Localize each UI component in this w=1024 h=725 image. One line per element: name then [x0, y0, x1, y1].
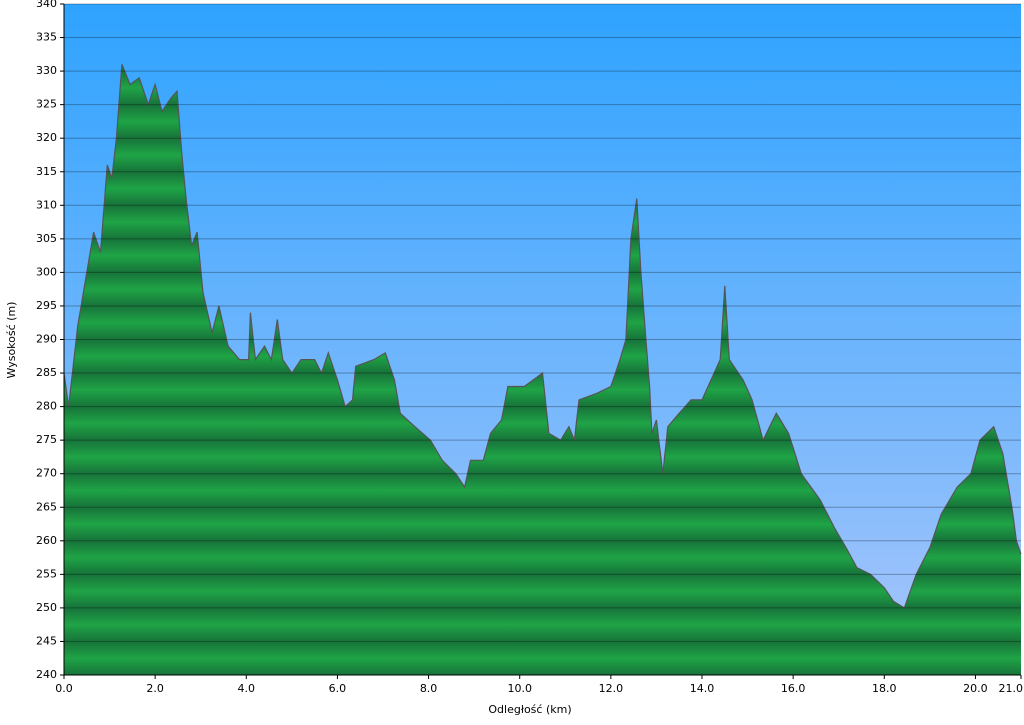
y-tick-label: 340 — [36, 0, 57, 10]
x-tick-label: 0.0 — [55, 682, 73, 695]
y-tick-label: 295 — [36, 299, 57, 312]
x-tick-label: 8.0 — [420, 682, 438, 695]
y-tick-label: 330 — [36, 64, 57, 77]
x-tick-label: 2.0 — [146, 682, 164, 695]
x-tick-label: 6.0 — [329, 682, 347, 695]
y-tick-label: 280 — [36, 400, 57, 413]
y-tick-label: 275 — [36, 433, 57, 446]
x-tick-label: 12.0 — [599, 682, 624, 695]
y-tick-label: 300 — [36, 265, 57, 278]
y-tick-label: 265 — [36, 500, 57, 513]
y-tick-label: 310 — [36, 198, 57, 211]
y-tick-label: 270 — [36, 467, 57, 480]
y-tick-label: 325 — [36, 98, 57, 111]
y-tick-label: 245 — [36, 634, 57, 647]
x-tick-label: 10.0 — [507, 682, 532, 695]
y-tick-label: 305 — [36, 232, 57, 245]
x-tick-label: 4.0 — [238, 682, 256, 695]
line — [63, 64, 1022, 609]
x-tick-label: 18.0 — [872, 682, 897, 695]
y-axis-label: Wysokość (m) — [5, 302, 18, 379]
area — [64, 64, 1021, 675]
y-tick-label: 320 — [36, 131, 57, 144]
y-tick-label: 255 — [36, 567, 57, 580]
x-tick-label: 16.0 — [781, 682, 806, 695]
x-tick-label: 14.0 — [690, 682, 715, 695]
x-axis-label: Odległość (km) — [488, 703, 571, 716]
y-tick-label: 315 — [36, 165, 57, 178]
y-tick-label: 250 — [36, 601, 57, 614]
y-tick-label: 260 — [36, 534, 57, 547]
y-tick-label: 285 — [36, 366, 57, 379]
y-tick-label: 335 — [36, 31, 57, 44]
x-tick-label: 20.0 — [963, 682, 988, 695]
y-tick-label: 290 — [36, 333, 57, 346]
y-tick-label: 240 — [36, 668, 57, 681]
x-tick-label: 21.0 — [999, 682, 1024, 695]
